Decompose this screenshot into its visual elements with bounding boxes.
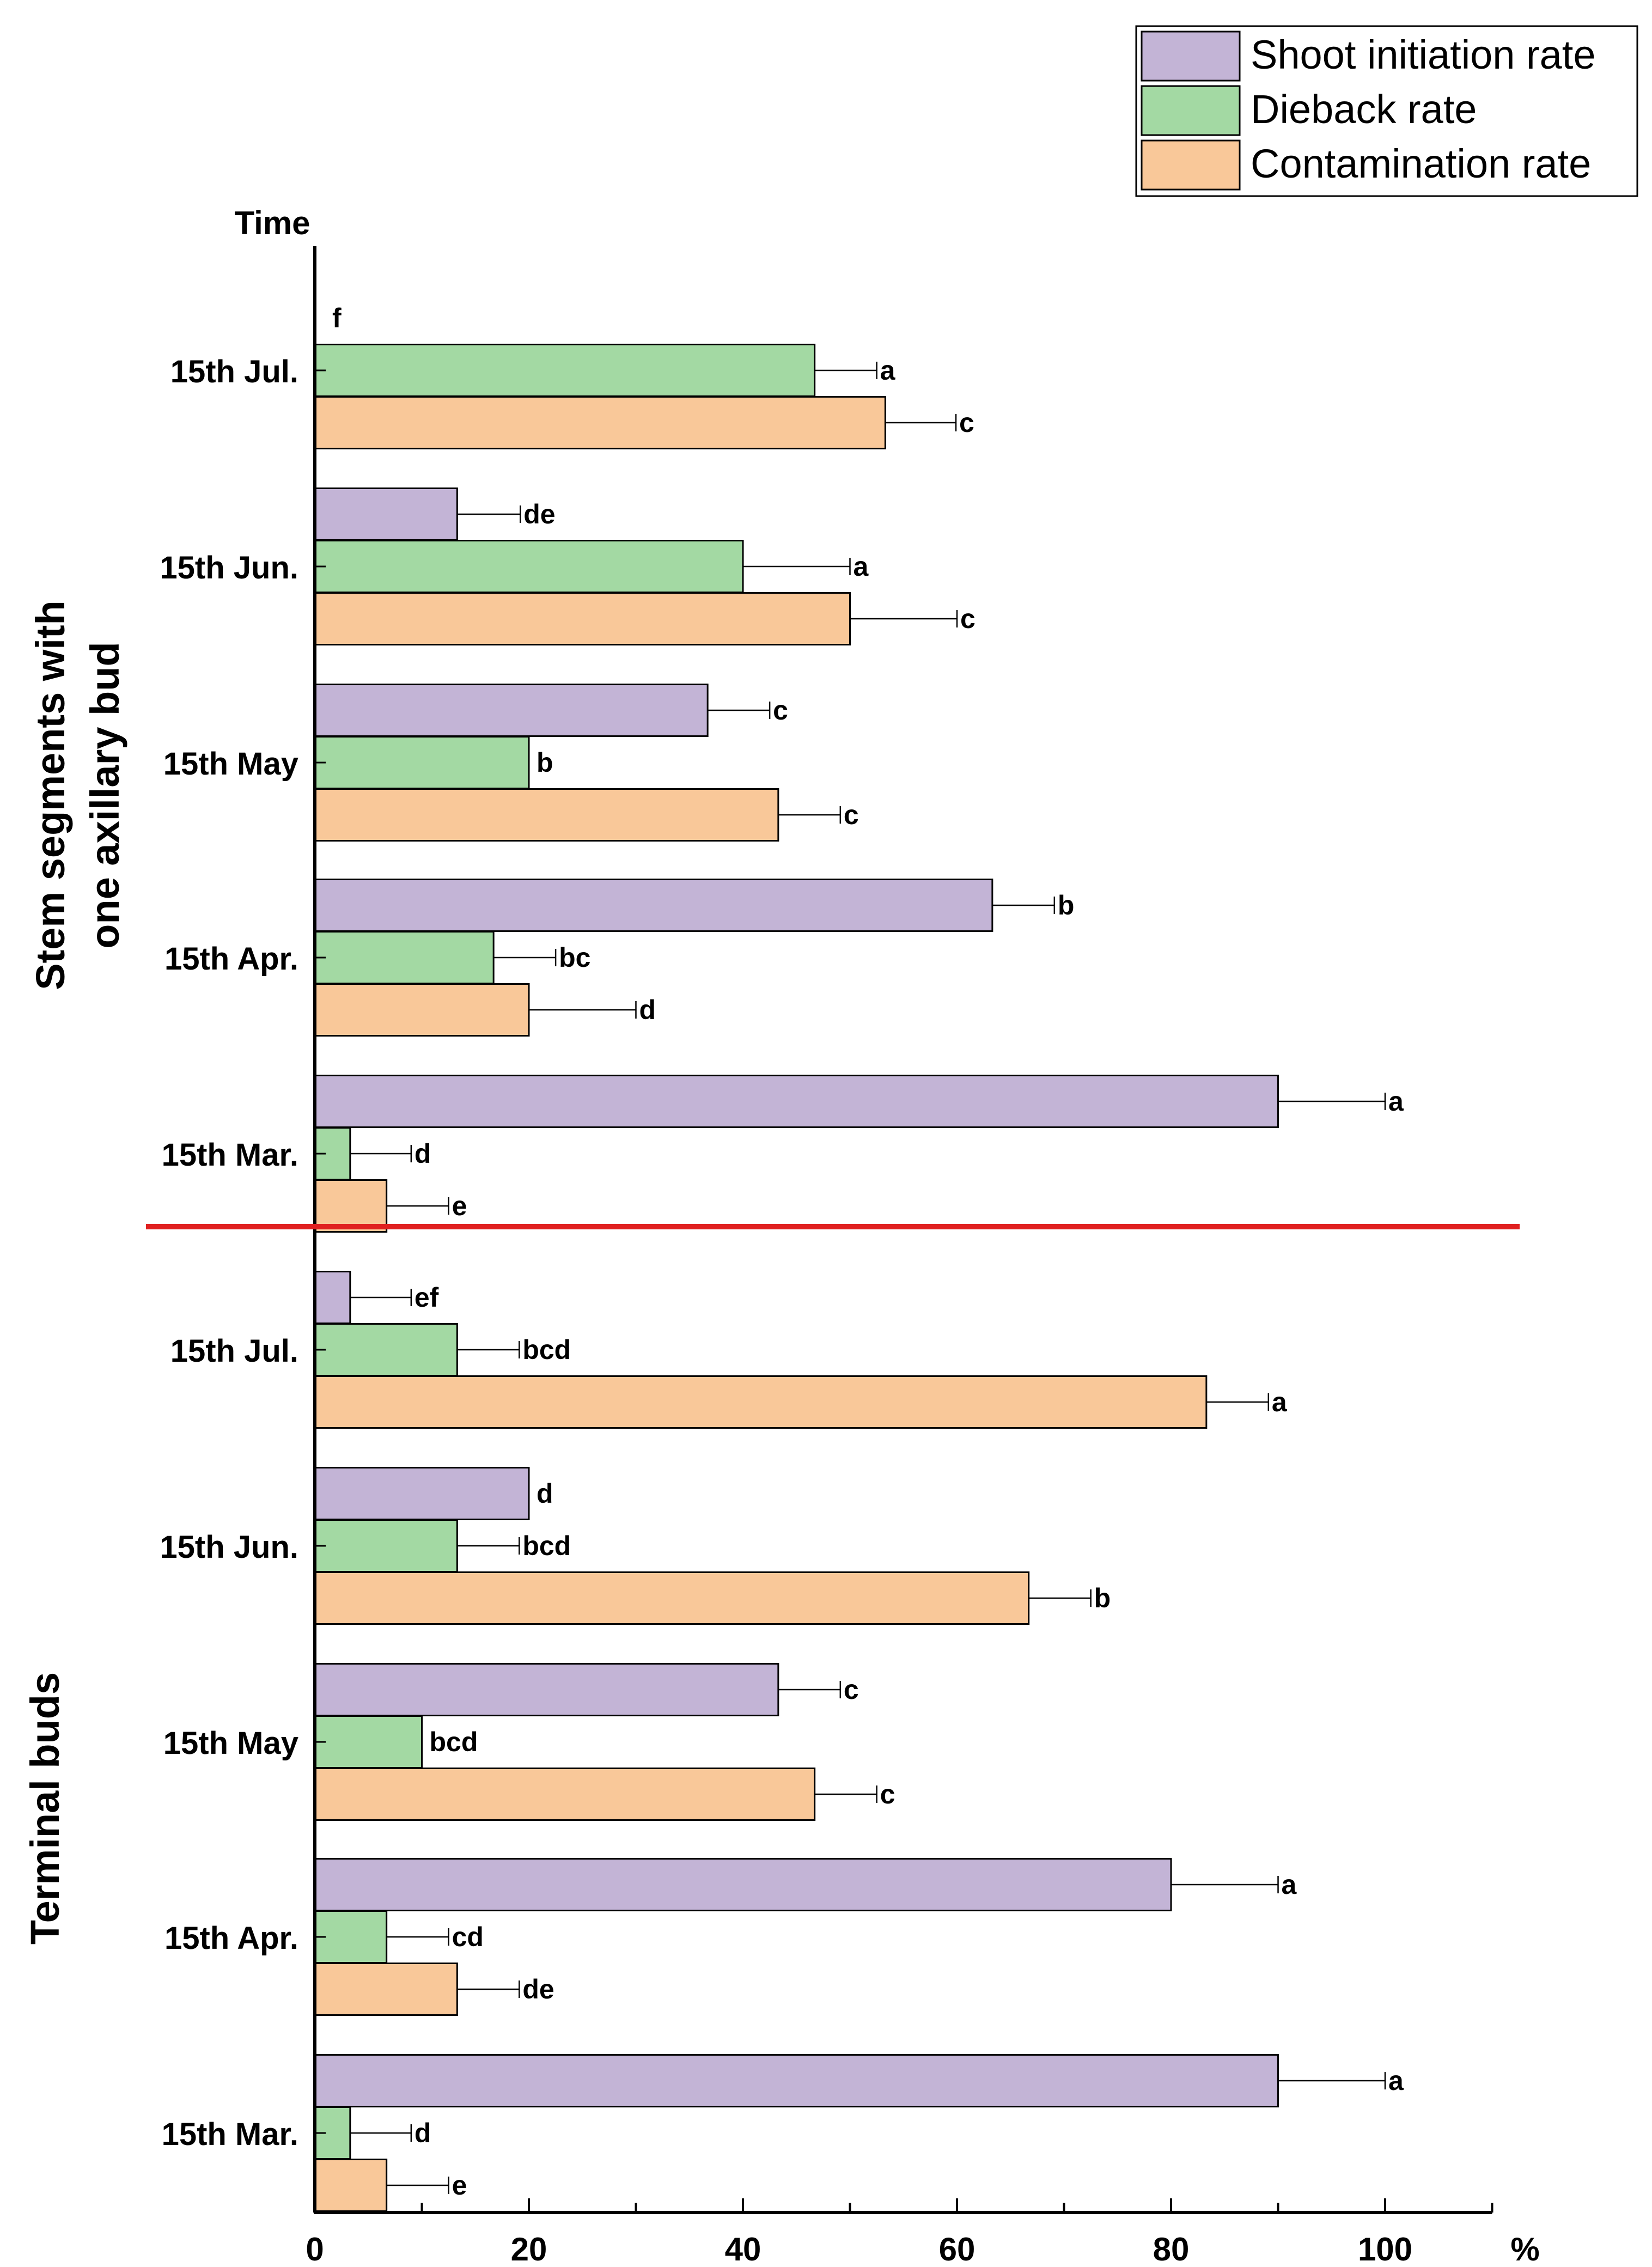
bar xyxy=(314,1075,1279,1128)
legend-label: Shoot initiation rate xyxy=(1251,32,1596,77)
significance-letter: de xyxy=(522,1974,554,2004)
bar xyxy=(314,1467,530,1520)
significance-letter: bcd xyxy=(430,1727,478,1757)
significance-letter: cd xyxy=(452,1922,484,1952)
legend-label: Dieback rate xyxy=(1251,87,1477,132)
significance-letter: bc xyxy=(559,942,590,973)
significance-letter: d xyxy=(414,2118,431,2148)
bar xyxy=(314,540,744,593)
significance-letter: a xyxy=(880,355,896,386)
bars-layer xyxy=(314,344,1279,2212)
bar xyxy=(314,1179,388,1233)
significance-letter: d xyxy=(639,995,656,1025)
bar xyxy=(314,2159,388,2212)
significance-letter: d xyxy=(414,1138,431,1169)
category-label: 15th May xyxy=(163,746,298,782)
category-label: 15th Jul. xyxy=(170,1333,298,1369)
category-label: 15th Mar. xyxy=(162,1137,298,1173)
significance-letter: a xyxy=(1272,1387,1288,1417)
x-tick-label: 60 xyxy=(939,2231,976,2264)
category-label: 15th Jul. xyxy=(170,354,298,389)
significance-letter: e xyxy=(452,1191,467,1221)
bar xyxy=(314,1323,458,1376)
significance-letter: a xyxy=(854,551,869,582)
bar xyxy=(314,1963,458,2016)
bar xyxy=(314,1663,779,1716)
significance-letter: de xyxy=(523,499,555,529)
significance-letter: a xyxy=(1282,1869,1297,1900)
legend-label: Contamination rate xyxy=(1251,141,1591,186)
x-tick-label: 80 xyxy=(1153,2231,1190,2264)
significance-letter: c xyxy=(959,407,974,438)
x-axis-label: % xyxy=(1510,2231,1539,2264)
bar xyxy=(314,1519,458,1573)
significance-letter: c xyxy=(960,604,976,634)
bar xyxy=(314,1858,1172,1911)
category-label: 15th Mar. xyxy=(162,2117,298,2152)
significance-letter: b xyxy=(1094,1583,1111,1613)
bar xyxy=(314,931,495,984)
significance-letter: d xyxy=(537,1478,553,1509)
bar xyxy=(314,684,709,737)
bar xyxy=(314,788,779,842)
x-tick-label: 0 xyxy=(306,2231,324,2264)
significance-letter: c xyxy=(880,1779,895,1809)
significance-letter: c xyxy=(773,695,788,726)
significance-letter: bcd xyxy=(522,1334,571,1365)
category-label: 15th Apr. xyxy=(164,941,298,977)
significance-letter: b xyxy=(537,747,553,778)
bar xyxy=(314,1375,1208,1429)
legend-swatch xyxy=(1141,85,1241,136)
bar xyxy=(314,592,851,645)
category-label: 15th Jun. xyxy=(160,1529,298,1565)
bar xyxy=(314,1571,1030,1625)
x-tick-label: 20 xyxy=(511,2231,547,2264)
significance-letter: f xyxy=(332,303,342,333)
bar xyxy=(314,983,530,1037)
x-tick-label: 100 xyxy=(1358,2231,1412,2264)
significance-letter: b xyxy=(1058,890,1075,921)
x-tick-label: 40 xyxy=(725,2231,761,2264)
significance-letter: e xyxy=(452,2170,467,2201)
bar xyxy=(314,487,458,541)
error-bars-layer xyxy=(350,362,1386,2194)
bar xyxy=(314,1271,351,1324)
significance-letter: c xyxy=(844,800,859,830)
group-label: one axillary bud xyxy=(82,642,127,948)
category-label: 15th Jun. xyxy=(160,550,298,586)
bar xyxy=(314,879,993,932)
bar xyxy=(314,1715,423,1769)
legend-swatch xyxy=(1141,139,1241,191)
bar xyxy=(314,1768,816,1821)
legend: Shoot initiation rate Dieback rate Contami… xyxy=(1135,25,1638,197)
bar xyxy=(314,736,530,789)
significance-letter: ef xyxy=(414,1282,439,1313)
axes-layer xyxy=(146,246,1520,2214)
y-axis-title: Time xyxy=(235,205,310,241)
legend-swatch xyxy=(1141,31,1241,82)
category-label: 15th May xyxy=(163,1726,298,1761)
bar xyxy=(314,2054,1279,2107)
category-label: 15th Apr. xyxy=(164,1921,298,1956)
significance-letter: c xyxy=(844,1674,859,1705)
group-label: Stem segments with xyxy=(28,600,73,990)
significance-letter: a xyxy=(1388,1086,1404,1117)
bar xyxy=(314,396,886,449)
significance-letter: bcd xyxy=(522,1531,571,1561)
group-label: Terminal buds xyxy=(22,1672,68,1945)
significance-letter: a xyxy=(1388,2065,1404,2096)
bar xyxy=(314,344,816,397)
